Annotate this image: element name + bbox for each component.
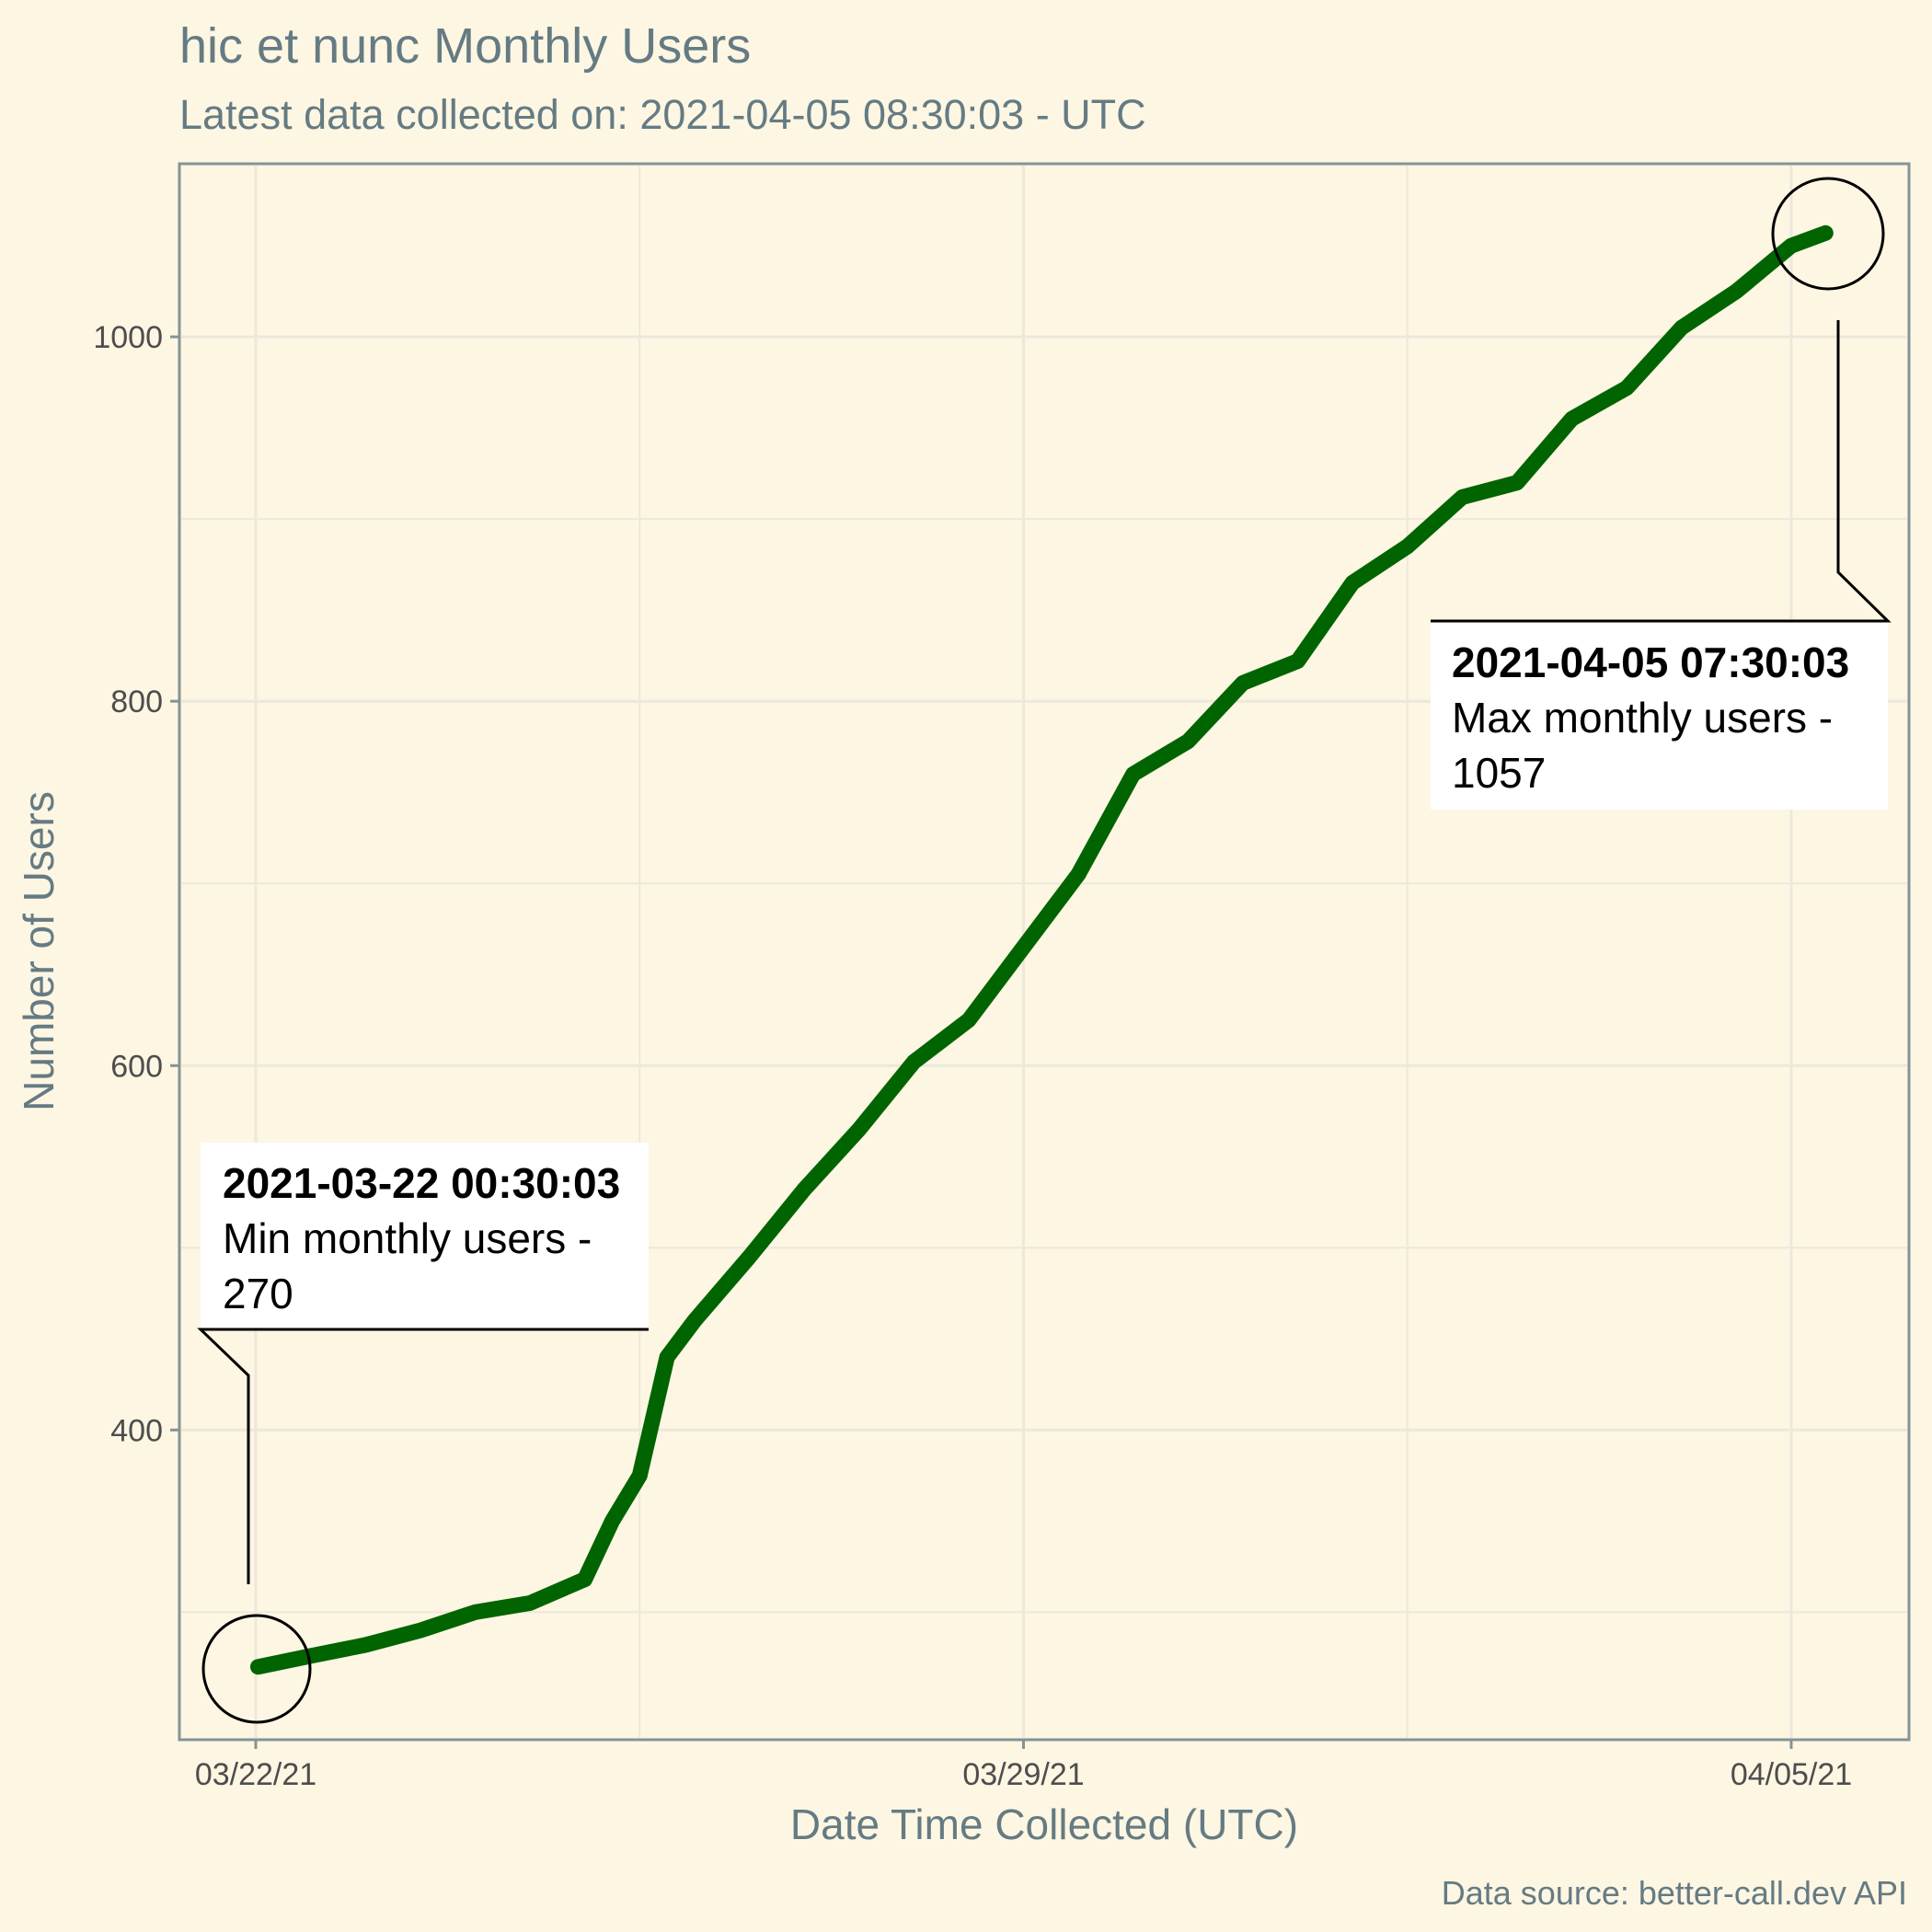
max-label-date: 2021-04-05 07:30:03 [1452,638,1849,686]
plot-panel [178,162,1911,1742]
x-axis-title: Date Time Collected (UTC) [790,1800,1298,1848]
max-highlight-circle [1771,177,1885,291]
y-tick-label: 400 [110,1413,163,1448]
y-tick-label: 800 [110,684,163,719]
x-tick-label: 03/29/21 [962,1757,1084,1792]
min-annotation: 2021-03-22 00:30:03 Min monthly users - … [197,1143,649,1724]
min-label-text: Min monthly users - [223,1214,592,1262]
y-tick-label: 1000 [93,320,163,355]
y-axis-title: Number of Users [15,791,63,1111]
series-line [250,224,1834,1675]
min-highlight-circle [201,1614,312,1724]
min-callout-line [197,1328,649,1584]
max-callout-line [1431,320,1892,623]
y-axis: 400 600 800 1000 [93,320,179,1448]
grid-lines [181,166,1907,1738]
min-label-value: 270 [223,1270,293,1317]
x-axis: 03/22/21 03/29/21 04/05/21 [195,1740,1852,1792]
max-label-value: 1057 [1452,749,1546,797]
min-label-date: 2021-03-22 00:30:03 [223,1159,620,1207]
max-label-text: Max monthly users - [1452,694,1833,742]
chart-title: hic et nunc Monthly Users [179,18,751,74]
chart-subtitle: Latest data collected on: 2021-04-05 08:… [179,91,1146,138]
min-label-box [201,1143,649,1328]
data-source-caption: Data source: better-call.dev API [1442,1874,1907,1912]
x-tick-label: 04/05/21 [1731,1757,1852,1792]
x-tick-label: 03/22/21 [195,1757,316,1792]
y-tick-label: 600 [110,1049,163,1084]
max-label-box [1431,623,1888,810]
max-annotation: 2021-04-05 07:30:03 Max monthly users - … [1431,177,1892,810]
